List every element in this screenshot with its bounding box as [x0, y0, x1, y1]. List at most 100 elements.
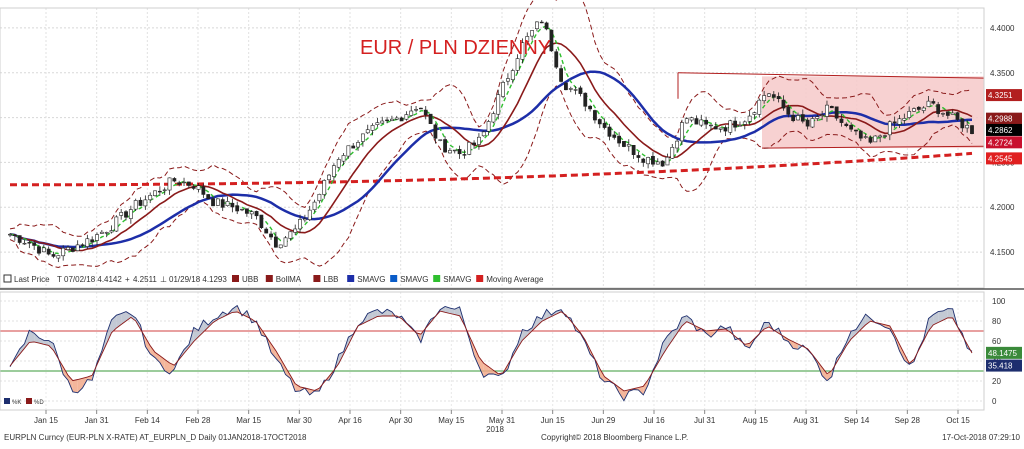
legend-low-marker: ⊥: [160, 275, 167, 284]
y-tick-label-main: 4.4000: [990, 24, 1015, 33]
candle-body: [322, 180, 327, 195]
candle-body: [17, 235, 22, 243]
candle-body: [423, 109, 428, 116]
stoch-fill-segment: [483, 363, 489, 378]
stoch-fill-segment: [662, 335, 668, 356]
x-tick-label: Jun 29: [591, 416, 616, 425]
legend-swatch-4: [390, 275, 398, 282]
stoch-fill-segment: [677, 317, 682, 334]
candle-body: [467, 141, 472, 155]
candle-body: [757, 99, 762, 115]
candle-body: [138, 199, 143, 206]
candle-body: [544, 22, 549, 30]
stoch-fill-segment: [488, 366, 494, 375]
stoch-fill-segment: [116, 313, 122, 329]
candle-body: [622, 141, 626, 147]
stoch-fill-segment: [377, 309, 383, 317]
stoch-fill-segment: [382, 309, 388, 316]
stoch-fill-segment: [865, 314, 871, 325]
candle-body: [554, 51, 559, 68]
x-tick-label: Feb 14: [135, 416, 160, 425]
candle-body: [902, 118, 907, 121]
x-tick-label: Mar 30: [287, 416, 312, 425]
x-tick-label: Apr 16: [338, 416, 362, 425]
stoch-fill-segment: [643, 379, 649, 395]
candle-body: [626, 144, 631, 147]
candle-body: [341, 155, 346, 162]
candle-body: [462, 154, 467, 156]
candle-body: [588, 105, 593, 110]
candle-body: [433, 124, 438, 139]
legend-stoch: %K %D: [4, 398, 44, 406]
candle-body: [41, 247, 46, 253]
legend-swatch-1: [265, 275, 273, 282]
stoch-fill-segment: [145, 337, 151, 354]
value-tag-bg: [986, 89, 1022, 102]
candle-body: [607, 126, 612, 137]
candle-body: [771, 94, 776, 98]
candle-body: [530, 30, 534, 37]
candle-body: [849, 124, 854, 130]
legend-label-2: LBB: [323, 275, 338, 284]
stoch-fill-segment: [295, 383, 301, 392]
candle-body: [873, 135, 878, 143]
candle-body: [307, 209, 312, 220]
x-tick-label: Sep 14: [844, 416, 870, 425]
legend-label-1: BollMA: [276, 275, 302, 284]
candle-body: [351, 145, 356, 149]
candle-body: [452, 149, 457, 152]
candle-body: [665, 156, 670, 166]
stoch-fill-segment: [164, 359, 170, 374]
candle-body: [810, 118, 815, 128]
stoch-fill-segment: [938, 311, 943, 323]
candle-body: [950, 112, 955, 115]
candle-body: [791, 115, 796, 122]
candles: [8, 20, 974, 263]
x-tick-label: Sep 28: [895, 416, 921, 425]
value-tag-35.418: 35.418: [988, 362, 1013, 371]
stoch-fill-segment: [933, 311, 939, 325]
stoch-fill-segment: [232, 305, 238, 313]
candle-body: [636, 155, 641, 158]
candle-body: [762, 95, 767, 102]
legend-swatch-0: [232, 275, 239, 282]
stoch-fill-segment: [39, 337, 44, 345]
candle-body: [897, 118, 902, 125]
candle-body: [278, 244, 283, 249]
stoch-fill-segment: [899, 344, 905, 361]
value-tag-bg: [986, 152, 1022, 165]
candle-body: [709, 124, 713, 127]
stoch-legend-label-0: %K: [12, 400, 21, 406]
candle-body: [477, 136, 481, 145]
candle-body: [157, 190, 162, 193]
candle-body: [201, 186, 206, 195]
candle-body: [863, 136, 868, 138]
candle-body: [414, 109, 418, 111]
candle-body: [61, 247, 66, 257]
candle-body: [133, 200, 138, 210]
legend-swatch-2: [313, 275, 321, 282]
candle-body: [75, 244, 80, 251]
candle-body: [331, 165, 336, 177]
candle-body: [955, 112, 960, 120]
candle-body: [694, 118, 699, 125]
x-tick-label: Jul 16: [643, 416, 665, 425]
y-tick-label-stoch: 80: [992, 317, 1001, 326]
legend-label-5: SMAVG: [443, 275, 471, 284]
value-tag-bg: [986, 346, 1022, 359]
candle-body: [70, 247, 75, 252]
candle-body: [646, 157, 651, 165]
stoch-fill-segment: [387, 309, 392, 316]
candle-body: [356, 142, 360, 148]
candle-body: [481, 131, 486, 137]
candle-body: [491, 113, 496, 123]
legend-swatch-5: [433, 275, 441, 282]
stoch-fill-segment: [155, 352, 160, 363]
candle-body: [573, 89, 578, 91]
candle-body: [32, 242, 37, 246]
candle-body: [85, 238, 90, 247]
candle-body: [22, 242, 27, 245]
stoch-fill-segment: [19, 343, 25, 355]
legend-main: Last Price T 07/02/18 4.4142 + 4.2511 ⊥ …: [3, 274, 544, 284]
candle-body: [457, 149, 462, 155]
